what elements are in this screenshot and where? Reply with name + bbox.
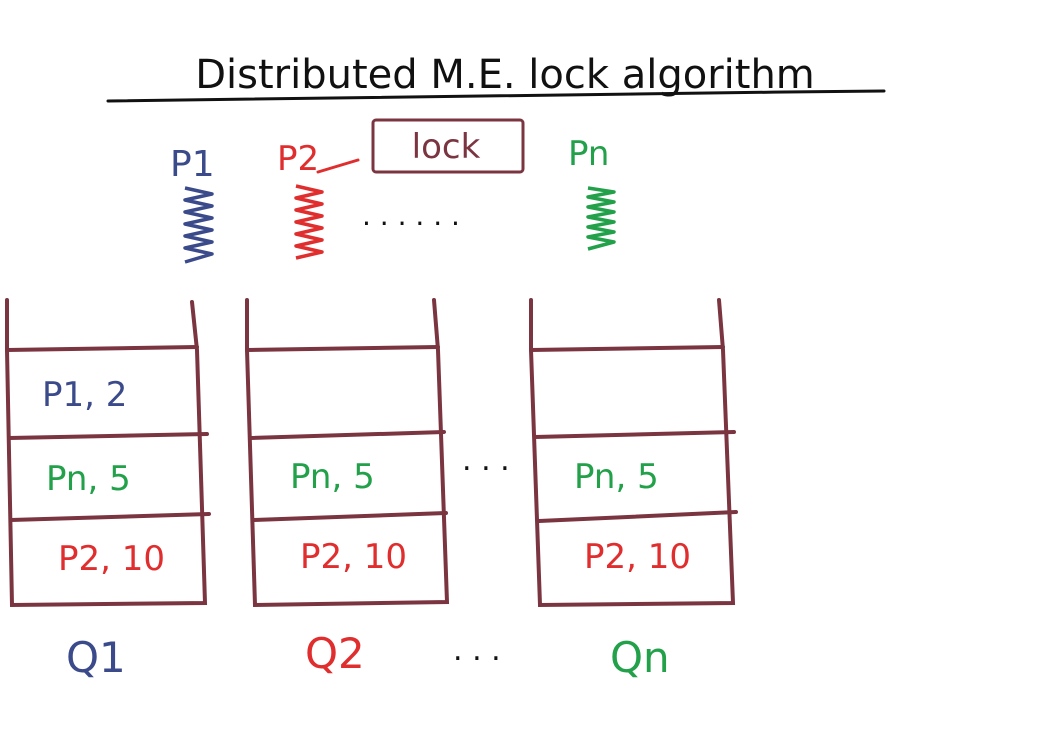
queue-q2 bbox=[245, 298, 450, 608]
queue-qn-top-divider bbox=[529, 345, 725, 352]
queue-label-qn: Qn bbox=[610, 633, 670, 682]
pn-process-squiggle bbox=[586, 186, 616, 251]
queue-q2-top-divider bbox=[245, 345, 440, 352]
p1-process-squiggle bbox=[183, 186, 214, 264]
queue-qn-entry-3: P2, 10 bbox=[584, 537, 691, 577]
p2-process-squiggle bbox=[294, 184, 324, 260]
process-label-p1: P1 bbox=[170, 144, 215, 185]
queue-q2-entry-2: Pn, 5 bbox=[290, 457, 375, 497]
lock-box bbox=[371, 118, 525, 174]
queue-q2-outline bbox=[245, 298, 450, 608]
queue-label-q1: Q1 bbox=[66, 633, 126, 682]
queue-q2-divider-2 bbox=[251, 511, 448, 522]
queue-q1 bbox=[5, 298, 211, 608]
title-underline bbox=[106, 89, 886, 103]
queue-q2-divider-1 bbox=[248, 430, 446, 440]
queue-qn-outline bbox=[529, 298, 736, 608]
queue-q1-divider-1 bbox=[7, 432, 209, 440]
queue-qn-divider-2 bbox=[537, 510, 738, 523]
label-ellipsis: . . . bbox=[453, 633, 501, 668]
diagram-title: Distributed M.E. lock algorithm bbox=[195, 52, 815, 98]
process-label-pn: Pn bbox=[568, 134, 609, 174]
queue-label-q2: Q2 bbox=[305, 629, 365, 678]
queue-qn-entry-2: Pn, 5 bbox=[574, 457, 659, 497]
queue-q1-divider-2 bbox=[9, 512, 211, 522]
queue-q1-entry-1: P1, 2 bbox=[42, 375, 127, 415]
lock-label: lock bbox=[412, 127, 481, 167]
queue-q1-entry-3: P2, 10 bbox=[58, 539, 165, 579]
queue-q1-top-divider bbox=[5, 345, 199, 352]
p2-to-lock-arrow bbox=[316, 158, 360, 174]
queue-qn-divider-1 bbox=[533, 430, 736, 439]
queue-q1-outline bbox=[5, 298, 208, 608]
queue-q2-entry-3: P2, 10 bbox=[300, 537, 407, 577]
queue-qn bbox=[529, 298, 738, 608]
queue-q1-entry-2: Pn, 5 bbox=[46, 459, 131, 499]
process-ellipsis: . . . . . . bbox=[362, 199, 460, 232]
process-label-p2: P2 bbox=[277, 139, 319, 179]
queue-ellipsis: . . . bbox=[462, 443, 510, 478]
